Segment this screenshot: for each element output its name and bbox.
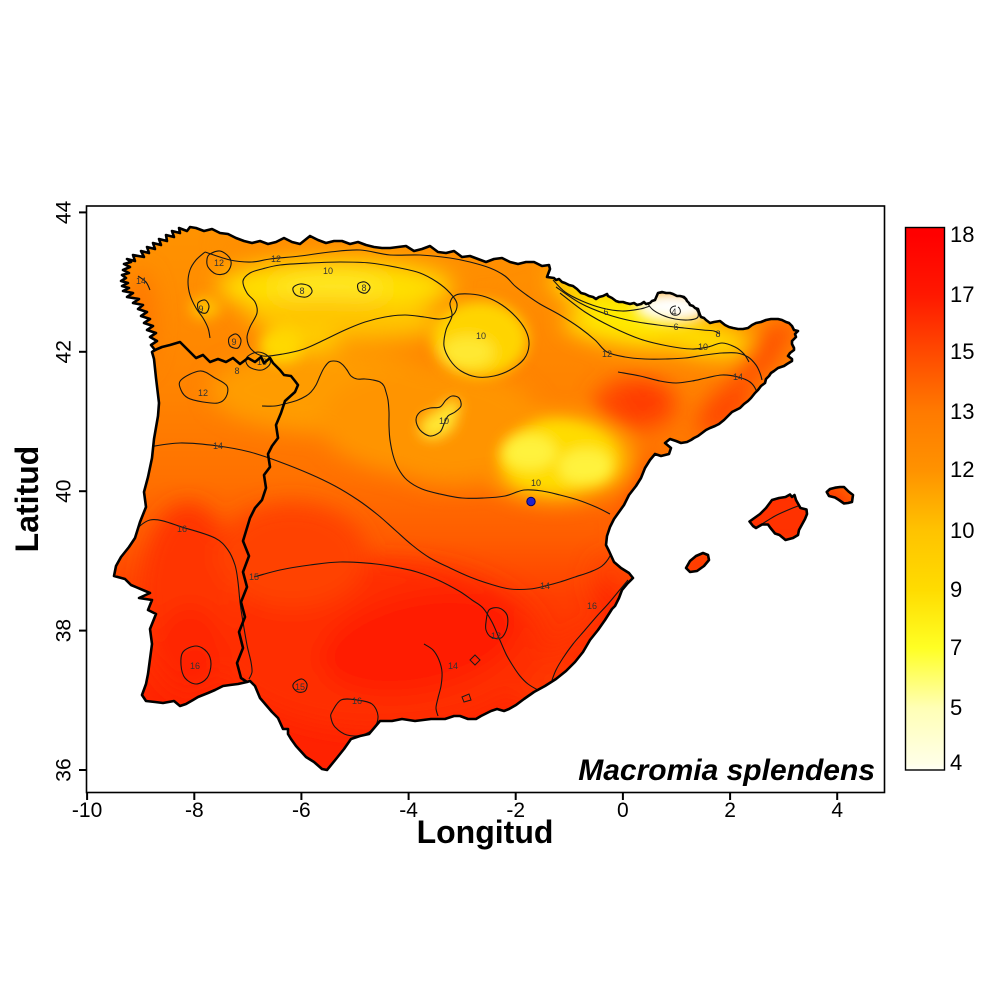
svg-text:15: 15 — [249, 572, 259, 582]
svg-text:-4: -4 — [399, 799, 418, 822]
svg-text:4: 4 — [671, 307, 676, 317]
svg-text:7: 7 — [950, 635, 962, 660]
svg-text:8: 8 — [361, 283, 366, 293]
svg-text:14: 14 — [540, 581, 550, 591]
svg-text:Latitud: Latitud — [9, 446, 45, 553]
svg-text:10: 10 — [439, 416, 449, 426]
svg-text:14: 14 — [448, 661, 458, 671]
svg-text:-8: -8 — [185, 799, 204, 822]
svg-text:15: 15 — [295, 682, 305, 692]
svg-text:10: 10 — [257, 357, 267, 367]
svg-text:12: 12 — [271, 254, 281, 264]
svg-text:9: 9 — [950, 577, 962, 602]
svg-text:6: 6 — [603, 307, 608, 317]
svg-text:8: 8 — [715, 329, 720, 339]
svg-text:-6: -6 — [292, 799, 311, 822]
svg-text:2: 2 — [724, 799, 736, 822]
svg-text:-10: -10 — [72, 799, 102, 822]
svg-text:10: 10 — [476, 331, 486, 341]
svg-text:12: 12 — [214, 258, 224, 268]
svg-text:6: 6 — [673, 322, 678, 332]
svg-text:12: 12 — [491, 631, 501, 641]
svg-text:16: 16 — [352, 696, 362, 706]
svg-text:15: 15 — [950, 339, 974, 364]
svg-text:10: 10 — [698, 342, 708, 352]
svg-text:8: 8 — [234, 366, 239, 376]
svg-text:10: 10 — [323, 266, 333, 276]
svg-text:16: 16 — [587, 601, 597, 611]
svg-text:36: 36 — [53, 758, 76, 781]
svg-text:40: 40 — [53, 480, 76, 503]
svg-text:Longitud: Longitud — [417, 814, 554, 850]
svg-text:10: 10 — [531, 478, 541, 488]
svg-text:12: 12 — [950, 457, 974, 482]
svg-text:-2: -2 — [506, 799, 525, 822]
svg-text:16: 16 — [190, 661, 200, 671]
svg-text:4: 4 — [950, 750, 962, 775]
svg-text:9: 9 — [198, 304, 203, 314]
svg-text:9: 9 — [231, 337, 236, 347]
svg-text:0: 0 — [617, 799, 629, 822]
svg-text:4: 4 — [831, 799, 843, 822]
svg-text:16: 16 — [177, 524, 187, 534]
svg-text:42: 42 — [53, 340, 76, 363]
svg-text:14: 14 — [733, 372, 743, 382]
svg-text:8: 8 — [299, 286, 304, 296]
svg-text:14: 14 — [136, 276, 146, 286]
svg-text:12: 12 — [602, 349, 612, 359]
svg-text:10: 10 — [950, 518, 974, 543]
svg-text:12: 12 — [198, 388, 208, 398]
svg-text:38: 38 — [53, 619, 76, 642]
svg-text:44: 44 — [53, 200, 76, 224]
svg-text:17: 17 — [950, 282, 974, 307]
svg-text:Macromia splendens: Macromia splendens — [578, 754, 875, 787]
svg-text:13: 13 — [950, 399, 974, 424]
svg-text:18: 18 — [950, 222, 974, 247]
svg-text:5: 5 — [950, 695, 962, 720]
svg-text:14: 14 — [213, 441, 223, 451]
